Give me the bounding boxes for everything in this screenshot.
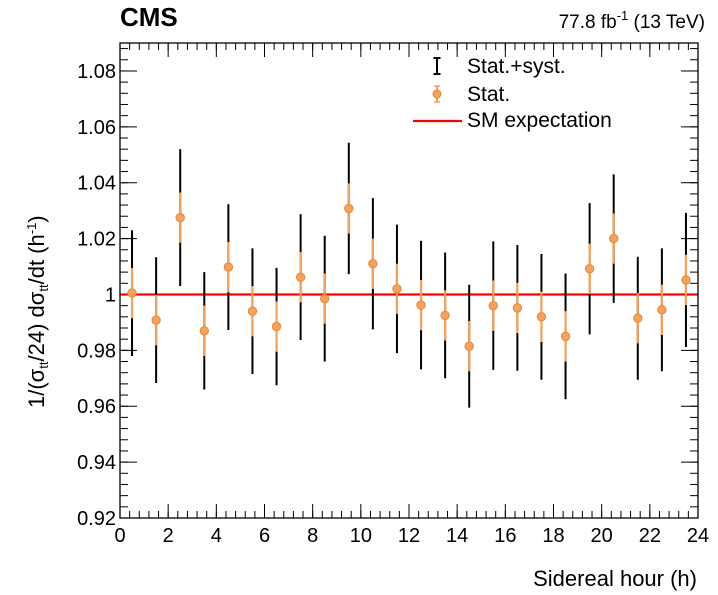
data-point-group [633, 256, 643, 380]
data-point-marker [584, 264, 595, 274]
data-point-marker [560, 331, 571, 342]
y-tick-label: 1.06 [77, 117, 116, 139]
x-tick-label: 10 [350, 525, 372, 547]
x-tick-label: 8 [307, 525, 318, 547]
data-point-marker [247, 306, 258, 316]
data-point-marker [681, 275, 691, 285]
legend-entry-stat: Stat. [432, 83, 510, 106]
luminosity-label: 77.8 fb-1 (13 TeV) [559, 8, 705, 33]
x-tick-label: 20 [591, 525, 613, 547]
y-tick-label: 1.04 [77, 173, 116, 195]
data-point-marker [416, 300, 426, 310]
experiment-label: CMS [120, 2, 178, 32]
data-point-group [295, 214, 306, 341]
data-point-marker [657, 305, 667, 315]
data-point-group [488, 241, 498, 370]
legend-entry-sm: SM expectation [413, 109, 612, 132]
legend: Stat.+syst. Stat. SM expectation [413, 55, 612, 132]
data-point-group [512, 245, 523, 371]
data-point-group [199, 272, 209, 390]
y-tick-label: 0.94 [77, 452, 116, 474]
legend-label-stat-syst: Stat.+syst. [467, 55, 566, 78]
data-point-group [175, 149, 185, 287]
data-point-group [392, 224, 402, 354]
x-tick-label: 6 [259, 525, 270, 547]
data-point-marker [536, 312, 547, 322]
data-point-marker [175, 212, 185, 223]
data-point-marker [320, 293, 330, 304]
data-point-group [536, 253, 547, 380]
data-point-marker [127, 288, 137, 298]
data-point-marker [512, 303, 523, 313]
data-point-group [320, 235, 330, 362]
data-point-group [344, 142, 354, 275]
data-point-marker [223, 262, 234, 272]
y-tick-label: 1.08 [77, 61, 116, 83]
data-point-group [609, 174, 619, 303]
data-point-group [657, 248, 667, 372]
data-point-group [247, 248, 258, 375]
data-point-marker [392, 284, 402, 294]
y-tick-label: 1.02 [77, 229, 116, 251]
data-point-group [464, 284, 474, 408]
data-point-group [151, 257, 161, 384]
data-point-marker [295, 272, 306, 282]
data-point-group [681, 212, 691, 347]
x-tick-label: 4 [211, 525, 222, 547]
data-point-group [440, 252, 450, 379]
x-tick-label: 24 [687, 525, 709, 547]
y-axis-title: 1/(σtt/24) dσtt/dt (h-1) [24, 215, 51, 408]
x-tick-label: 18 [542, 525, 564, 547]
legend-label-stat: Stat. [467, 83, 510, 106]
x-tick-label: 12 [398, 525, 420, 547]
x-tick-label: 16 [494, 525, 516, 547]
data-point-marker [488, 300, 498, 311]
x-tick-label: 2 [163, 525, 174, 547]
y-tick-label: 0.98 [77, 340, 116, 362]
axis-ticks [119, 43, 699, 519]
data-point-marker [344, 203, 354, 214]
data-point-marker [151, 315, 161, 325]
axis-tick-labels: 0 2 4 6 8 10 12 14 16 18 20 22 240.920.940.960.9811.… [77, 61, 709, 547]
data-point-group [223, 204, 234, 330]
data-point-marker [271, 321, 282, 332]
data-point-marker [464, 341, 474, 351]
data-point-group [416, 240, 426, 370]
data-point-marker [440, 310, 450, 321]
data-point-group [560, 273, 571, 400]
y-tick-label: 0.92 [77, 508, 116, 530]
data-point-group [584, 203, 595, 335]
x-axis-title: Sidereal hour (h) [533, 566, 697, 591]
data-point-marker [633, 313, 643, 323]
x-tick-label: 14 [446, 525, 468, 547]
data-point-marker [609, 233, 619, 244]
y-tick-label: 1 [105, 284, 116, 306]
data-points [127, 142, 691, 408]
data-point-group [368, 198, 378, 330]
plot-frame [119, 42, 699, 519]
legend-entry-stat-syst: Stat.+syst. [433, 55, 566, 78]
data-point-marker [199, 326, 209, 336]
data-point-marker [368, 259, 378, 269]
y-tick-label: 0.96 [77, 396, 116, 418]
data-point-group [271, 267, 282, 386]
x-tick-label: 22 [639, 525, 661, 547]
legend-label-sm: SM expectation [467, 109, 612, 132]
data-point-group [127, 230, 137, 356]
x-tick-label: 0 [114, 525, 125, 547]
